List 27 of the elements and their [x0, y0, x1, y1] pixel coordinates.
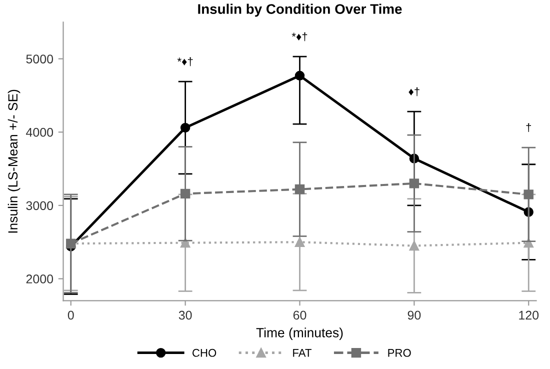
y-tick-label: 2000: [26, 274, 54, 284]
annotation: *♦†: [292, 32, 308, 42]
x-tick-label: 0: [68, 310, 74, 320]
y-tick-label: 3000: [26, 201, 54, 210]
point: [409, 178, 420, 188]
legend-label: PRO: [388, 348, 411, 357]
x-tick-label: 90: [408, 310, 421, 320]
annotation: *♦†: [177, 57, 193, 66]
point: [409, 240, 420, 251]
y-axis-title: Insulin (LS-Mean +/- SE): [8, 90, 20, 233]
point: [294, 237, 305, 247]
x-axis-title: Time (minutes): [256, 328, 343, 340]
point: [180, 122, 190, 133]
point: [524, 190, 534, 200]
x-tick-label: 120: [519, 310, 539, 320]
y-tick-label: 4000: [26, 128, 54, 137]
x-tick-label: 60: [293, 310, 306, 320]
legend-label: CHO: [192, 348, 216, 357]
legend-label: FAT: [293, 349, 312, 357]
annotation: ♦†: [408, 87, 420, 96]
point: [294, 70, 305, 81]
annotation: †: [526, 123, 531, 132]
chart-title: Insulin by Condition Over Time: [198, 4, 402, 17]
point: [294, 184, 305, 194]
x-tick-label: 30: [178, 310, 192, 320]
point: [180, 188, 190, 199]
y-tick-label: 5000: [26, 54, 54, 64]
